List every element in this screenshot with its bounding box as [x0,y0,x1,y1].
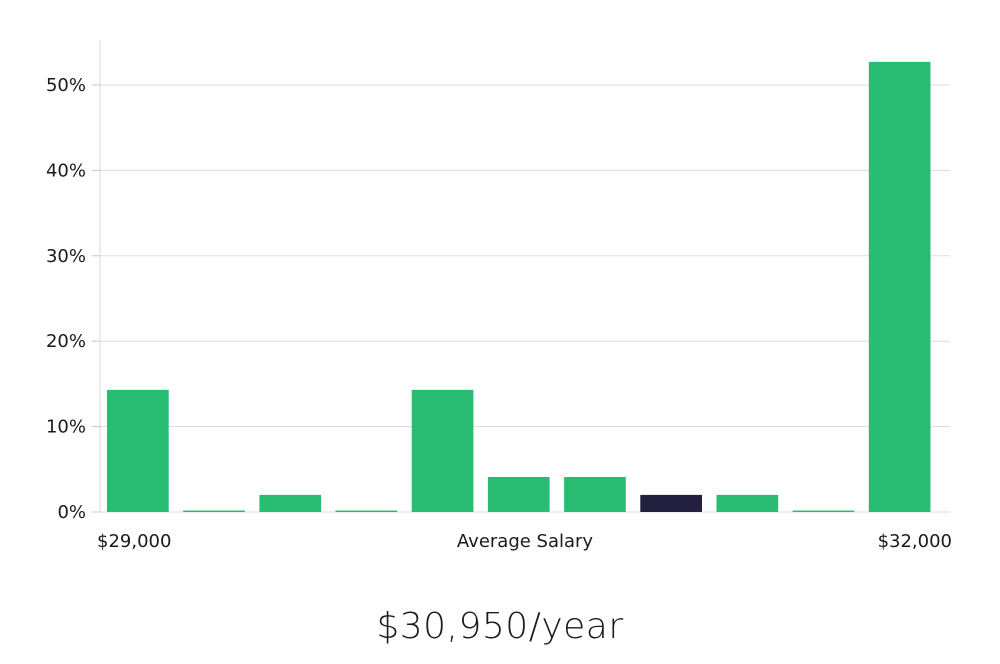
bar [716,494,779,512]
y-tick-label: 40% [46,160,86,181]
bar [487,477,550,512]
x-min-label: $29,000 [97,531,171,552]
x-axis-label: Average Salary [457,531,594,552]
bar [107,389,169,512]
bars [107,61,931,513]
y-tick-label: 10% [46,417,86,438]
bar [564,477,626,512]
average-salary-headline: $30,950/year [376,606,624,647]
bar [868,61,931,513]
bar [411,389,474,512]
y-tick-label: 50% [46,75,86,96]
y-tick-label: 0% [57,502,86,523]
gridlines [92,84,950,513]
bar [259,494,322,512]
bar-highlighted [640,494,702,512]
x-max-label: $32,000 [878,531,952,552]
bar [183,510,245,512]
y-tick-label: 30% [46,246,86,267]
bar [335,510,398,512]
y-tick-labels: 0% 10% 20% 30% 40% 50% [46,75,86,523]
bar [792,510,855,512]
y-tick-label: 20% [46,331,86,352]
